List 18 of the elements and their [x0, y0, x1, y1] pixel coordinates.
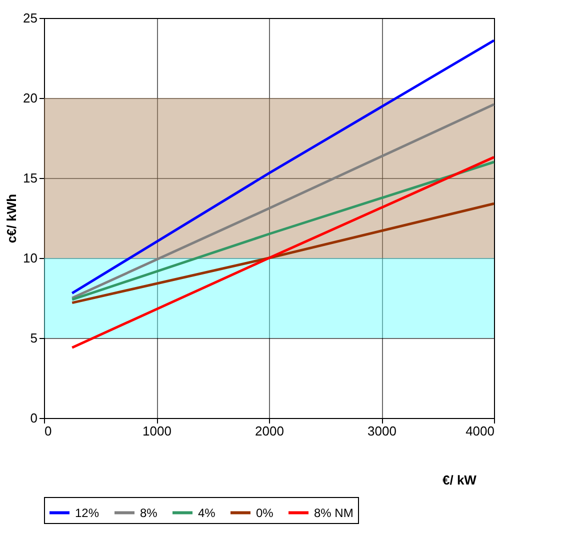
- y-tick-label: 0: [30, 410, 38, 426]
- legend-label: 4%: [198, 506, 216, 520]
- legend-label: 0%: [256, 506, 274, 520]
- y-axis-title: c€/ kWh: [4, 194, 20, 244]
- x-tick-label: 4000: [466, 424, 494, 438]
- x-tick-label: 1000: [142, 424, 172, 438]
- legend-label: 8% NM: [314, 506, 354, 520]
- legend-label: 12%: [75, 506, 100, 520]
- x-tick-label: 3000: [368, 424, 396, 438]
- x-tick-label: 0: [44, 424, 52, 438]
- legend-label: 8%: [140, 506, 158, 520]
- y-tick-label: 25: [23, 10, 38, 26]
- x-tick-label: 2000: [255, 424, 284, 438]
- x-axis-title: €/ kW: [442, 472, 478, 488]
- y-tick-label: 5: [30, 330, 38, 346]
- y-tick-label: 20: [23, 90, 38, 106]
- y-tick-label: 15: [23, 170, 38, 186]
- y-tick-label: 10: [23, 250, 38, 266]
